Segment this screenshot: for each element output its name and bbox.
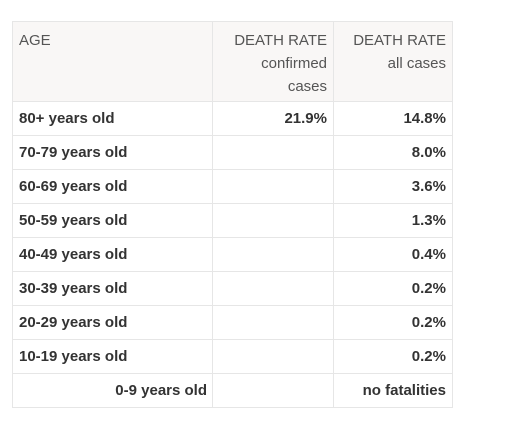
confirmed-rate-cell: [212, 203, 334, 238]
confirmed-rate-cell: [212, 339, 334, 374]
table-row: 10-19 years old 0.2%: [12, 339, 453, 374]
all-rate-cell: 3.6%: [333, 169, 453, 204]
age-cell: 70-79 years old: [12, 135, 213, 170]
age-cell: 80+ years old: [12, 101, 213, 136]
all-rate-cell: no fatalities: [333, 373, 453, 408]
confirmed-rate-cell: [212, 135, 334, 170]
all-rate-cell: 0.2%: [333, 271, 453, 306]
table-row: 40-49 years old 0.4%: [12, 237, 453, 272]
all-rate-cell: 0.2%: [333, 339, 453, 374]
table-row: 60-69 years old 3.6%: [12, 169, 453, 204]
header-confirmed-subtitle-2: cases: [287, 78, 327, 95]
confirmed-rate-cell: 21.9%: [212, 101, 334, 136]
all-rate-cell: 8.0%: [333, 135, 453, 170]
confirmed-rate-cell: [212, 169, 334, 204]
age-cell: 30-39 years old: [12, 271, 213, 306]
confirmed-rate-cell: [212, 237, 334, 272]
header-all-subtitle-1: all cases: [387, 55, 446, 72]
table-row: 30-39 years old 0.2%: [12, 271, 453, 306]
header-age: AGE: [12, 21, 213, 102]
table-header: AGE DEATH RATE confirmed cases DEATH RAT…: [12, 21, 453, 102]
all-rate-cell: 1.3%: [333, 203, 453, 238]
age-cell: 60-69 years old: [12, 169, 213, 204]
table-row: 0-9 years old no fatalities: [12, 373, 453, 408]
all-rate-cell: 0.2%: [333, 305, 453, 340]
age-cell: 10-19 years old: [12, 339, 213, 374]
table-body: 80+ years old 21.9% 14.8% 70-79 years ol…: [12, 101, 453, 408]
age-cell: 20-29 years old: [12, 305, 213, 340]
header-death-rate-all: DEATH RATE all cases: [333, 21, 453, 102]
age-cell: 50-59 years old: [12, 203, 213, 238]
header-confirmed-subtitle-1: confirmed: [261, 55, 327, 72]
table-row: 80+ years old 21.9% 14.8%: [12, 101, 453, 136]
table-row: 20-29 years old 0.2%: [12, 305, 453, 340]
header-row: AGE DEATH RATE confirmed cases DEATH RAT…: [12, 21, 453, 102]
header-all-title: DEATH RATE: [353, 32, 446, 49]
all-rate-cell: 0.4%: [333, 237, 453, 272]
header-confirmed-title: DEATH RATE: [234, 32, 327, 49]
age-cell: 0-9 years old: [12, 373, 213, 408]
death-rate-table: AGE DEATH RATE confirmed cases DEATH RAT…: [12, 21, 453, 408]
all-rate-cell: 14.8%: [333, 101, 453, 136]
confirmed-rate-cell: [212, 305, 334, 340]
age-cell: 40-49 years old: [12, 237, 213, 272]
table-row: 70-79 years old 8.0%: [12, 135, 453, 170]
confirmed-rate-cell: [212, 271, 334, 306]
table-row: 50-59 years old 1.3%: [12, 203, 453, 238]
header-death-rate-confirmed: DEATH RATE confirmed cases: [212, 21, 334, 102]
confirmed-rate-cell: [212, 373, 334, 408]
